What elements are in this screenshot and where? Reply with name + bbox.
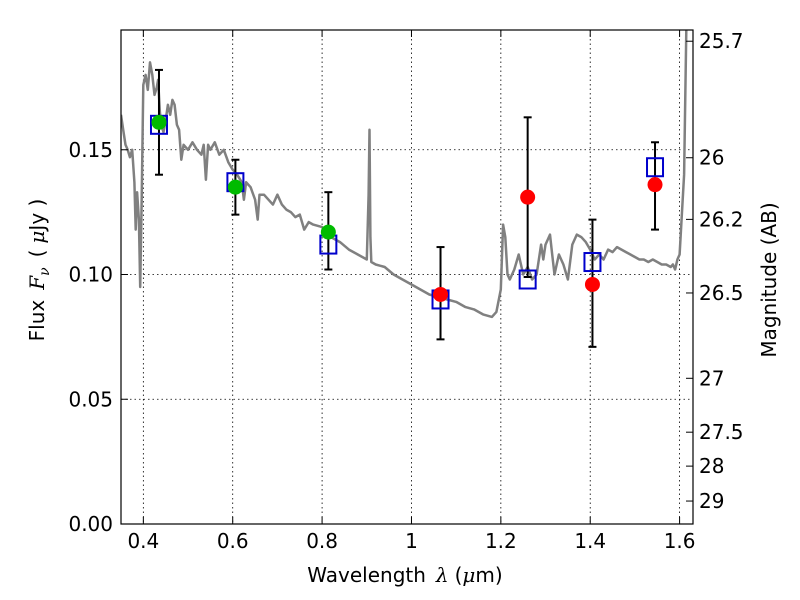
x-tick-label: 0.6 <box>217 529 249 553</box>
red-circle-marker <box>433 286 449 302</box>
x-tick-label: 1.2 <box>485 529 517 553</box>
x-tick-label: 1 <box>405 529 418 553</box>
y-tick-label: 0.05 <box>68 387 113 411</box>
x-tick-label: 0.8 <box>306 529 338 553</box>
y-label-unit-mu: μ <box>25 231 49 244</box>
right-tick-label: 26.2 <box>699 207 744 231</box>
template-spectrum <box>121 30 688 319</box>
x-tick-label: 1.4 <box>574 529 606 553</box>
right-tick-label: 27.5 <box>699 420 744 444</box>
y-tick-label: 0.00 <box>68 512 113 536</box>
y-tick-label: 0.15 <box>68 138 113 162</box>
right-tick-label: 26.5 <box>699 281 744 305</box>
y-tick-label: 0.10 <box>68 263 113 287</box>
square-marker <box>646 157 665 178</box>
red-circle-marker <box>647 177 663 193</box>
square-marker <box>583 252 602 273</box>
right-axis-label: Magnitude (AB) <box>757 202 781 357</box>
green-circle-marker <box>151 114 167 130</box>
red-circle-marker <box>520 189 536 205</box>
x-axis-label: Wavelength λ (μm) <box>307 563 502 587</box>
green-circle-marker <box>227 179 243 195</box>
gridlines <box>121 30 693 524</box>
x-label-symbol: λ <box>435 563 449 587</box>
right-tick-label: 29 <box>699 489 724 513</box>
right-tick-label: 26 <box>699 146 724 170</box>
error-bars <box>154 68 660 348</box>
red-circle-marker <box>584 276 600 292</box>
photometry-markers <box>149 114 665 310</box>
x-label-text: Wavelength <box>307 563 426 587</box>
y-axis-label: Flux Fν ( μJy ) <box>25 199 53 342</box>
plot-frame <box>120 29 694 525</box>
y-label-subscript: ν <box>37 267 53 276</box>
square-marker <box>518 269 537 290</box>
spectrum-line <box>121 30 688 319</box>
x-label-unit-open: ( <box>455 563 463 587</box>
y-label-text: Flux <box>25 300 49 342</box>
x-tick-label: 0.4 <box>127 529 159 553</box>
green-circle-marker <box>320 224 336 240</box>
right-tick-label: 28 <box>699 454 724 478</box>
right-tick-label: 27 <box>699 366 724 390</box>
x-tick-label: 1.6 <box>664 529 696 553</box>
y-label-unit-rest: Jy ) <box>25 199 49 233</box>
y-label-symbol: F <box>25 275 49 291</box>
x-label-unit-mu: μ <box>462 563 475 587</box>
axis-ticks: 0.4 0.6 0.8 1 1.2 1.4 1.6 0.00 0.05 0.10 0.15 25.7 2… <box>68 29 743 553</box>
right-tick-label: 25.7 <box>699 29 744 53</box>
y-label-unit-open: ( <box>25 250 49 258</box>
x-label-unit-rest: m) <box>475 563 502 587</box>
